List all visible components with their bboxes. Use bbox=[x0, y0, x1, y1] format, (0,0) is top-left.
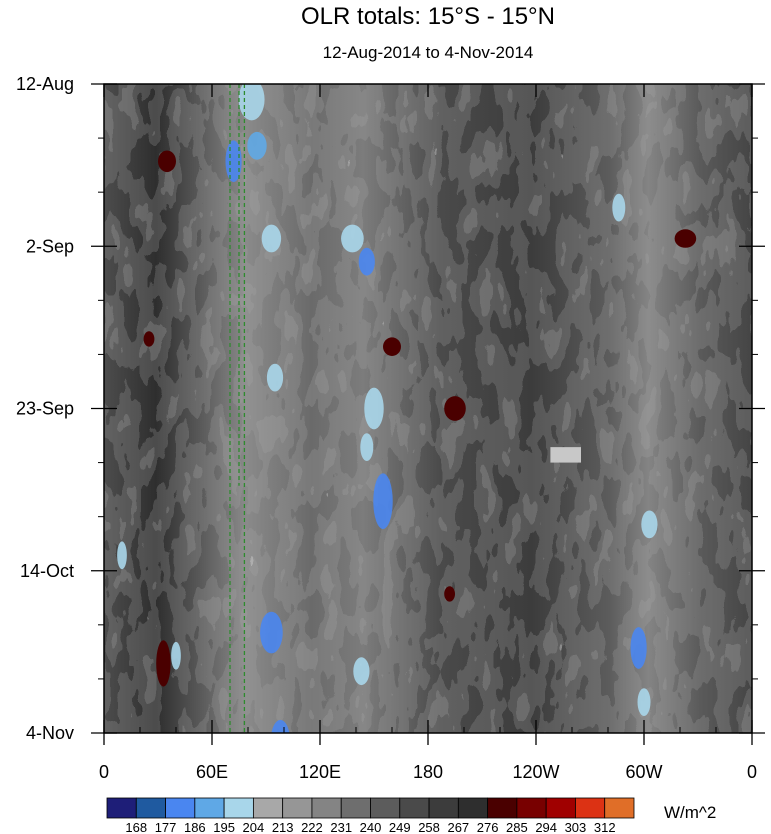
convective-feature bbox=[271, 719, 290, 733]
high-olr-patch bbox=[156, 640, 171, 687]
colorbar-swatch bbox=[282, 797, 313, 819]
x-tick-label: 0 bbox=[99, 762, 109, 782]
colorbar-swatch bbox=[106, 797, 137, 819]
colorbar-label: 168 bbox=[125, 820, 147, 834]
y-tick-label: 14-Oct bbox=[20, 561, 74, 581]
colorbar-label: 186 bbox=[184, 820, 206, 834]
olr-contour-features bbox=[117, 84, 697, 733]
convective-feature bbox=[266, 363, 284, 392]
convective-feature bbox=[261, 224, 282, 253]
colorbar-swatch bbox=[457, 797, 489, 819]
convective-feature bbox=[341, 224, 364, 253]
convective-feature bbox=[364, 387, 384, 430]
colorbar-units: W/m^2 bbox=[664, 803, 716, 822]
x-tick-label: 120W bbox=[512, 762, 559, 782]
colorbar-label: 303 bbox=[565, 820, 587, 834]
x-tick-label: 60E bbox=[196, 762, 228, 782]
colorbar-swatch bbox=[311, 797, 342, 819]
colorbar-swatch bbox=[575, 797, 606, 819]
colorbar-label: 276 bbox=[477, 820, 499, 834]
convective-feature bbox=[612, 193, 626, 222]
colorbar-swatch bbox=[340, 797, 371, 819]
y-tick-label: 23-Sep bbox=[16, 399, 74, 419]
reference-lines bbox=[229, 84, 246, 733]
x-tick-label: 60W bbox=[625, 762, 662, 782]
colorbar: 168 177 186 195 204 213 222 231 240 249 258 267 276 2… bbox=[106, 797, 635, 834]
colorbar-swatch bbox=[428, 797, 459, 819]
x-tick-label: 120E bbox=[299, 762, 341, 782]
missing-data-block bbox=[550, 447, 581, 463]
colorbar-label: 222 bbox=[301, 820, 323, 834]
colorbar-label: 249 bbox=[389, 820, 411, 834]
colorbar-swatch bbox=[604, 797, 635, 819]
olr-texture-light bbox=[104, 84, 752, 733]
high-olr-patch bbox=[674, 229, 697, 248]
y-tick-label: 4-Nov bbox=[26, 723, 74, 743]
x-tick-label: 0 bbox=[747, 762, 757, 782]
high-olr-patch bbox=[383, 337, 401, 356]
convective-feature bbox=[247, 131, 267, 160]
x-tick-label: 180 bbox=[413, 762, 443, 782]
colorbar-label: 312 bbox=[594, 820, 616, 834]
chart-subtitle: 12-Aug-2014 to 4-Nov-2014 bbox=[323, 43, 534, 62]
convective-feature bbox=[630, 627, 647, 669]
colorbar-label: 285 bbox=[506, 820, 528, 834]
high-olr-patch bbox=[444, 396, 466, 421]
colorbar-swatch bbox=[545, 797, 576, 819]
y-tick-label: 12-Aug bbox=[16, 74, 74, 94]
colorbar-label: 204 bbox=[243, 820, 265, 834]
high-olr-patch bbox=[444, 586, 455, 602]
colorbar-swatch bbox=[487, 797, 518, 819]
colorbar-label: 231 bbox=[330, 820, 352, 834]
convective-feature bbox=[117, 541, 127, 570]
colorbar-label: 195 bbox=[213, 820, 235, 834]
plot-area bbox=[104, 84, 752, 733]
convective-feature bbox=[641, 510, 658, 539]
chart-title: OLR totals: 15°S - 15°N bbox=[301, 3, 555, 30]
high-olr-patch bbox=[143, 331, 155, 347]
colorbar-label: 258 bbox=[418, 820, 440, 834]
convective-feature bbox=[260, 611, 283, 654]
colorbar-swatch bbox=[370, 797, 401, 819]
convective-feature bbox=[358, 247, 375, 276]
colorbar-label: 240 bbox=[360, 820, 382, 834]
y-axis: 12-Aug 2-Sep 23-Sep 14-Oct 4-Nov bbox=[16, 74, 765, 743]
convective-feature bbox=[238, 84, 265, 121]
convective-feature bbox=[637, 688, 651, 717]
high-olr-patch bbox=[158, 150, 176, 173]
convective-feature bbox=[360, 433, 374, 462]
colorbar-swatch bbox=[399, 797, 430, 819]
colorbar-swatch bbox=[165, 797, 196, 819]
colorbar-label: 177 bbox=[155, 820, 177, 834]
x-axis: 0 60E 120E 180 120W 60W 0 bbox=[99, 84, 757, 782]
colorbar-label: 267 bbox=[447, 820, 469, 834]
colorbar-swatch bbox=[223, 797, 254, 819]
colorbar-swatch bbox=[194, 797, 225, 819]
convective-feature bbox=[373, 473, 393, 530]
colorbar-label: 294 bbox=[535, 820, 557, 834]
colorbar-label: 213 bbox=[272, 820, 294, 834]
colorbar-swatch bbox=[252, 797, 284, 819]
colorbar-swatch bbox=[516, 797, 547, 819]
y-tick-label: 2-Sep bbox=[26, 236, 74, 256]
colorbar-swatch bbox=[135, 797, 166, 819]
convective-feature bbox=[171, 641, 181, 670]
convective-feature bbox=[353, 657, 370, 686]
